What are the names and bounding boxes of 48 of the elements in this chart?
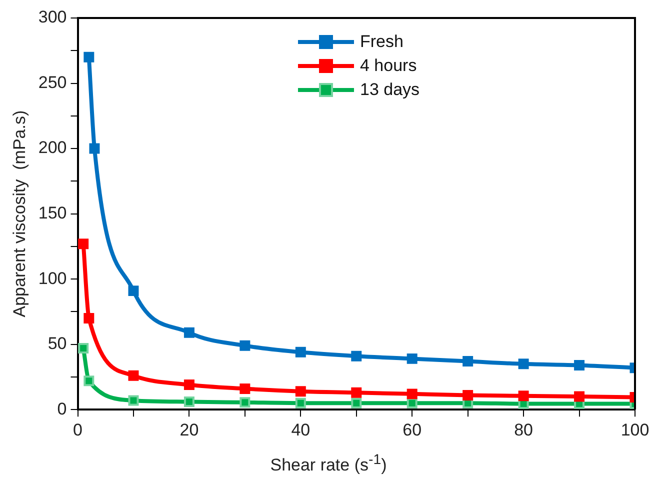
x-tick-label: 0 xyxy=(73,420,82,440)
point xyxy=(351,398,362,408)
point xyxy=(84,312,94,324)
point xyxy=(184,380,194,390)
point xyxy=(184,327,194,338)
point xyxy=(84,52,94,62)
y-tick-label: 200 xyxy=(38,138,67,158)
point xyxy=(128,395,139,406)
legend-label: Fresh xyxy=(360,32,404,52)
point xyxy=(240,383,250,394)
point xyxy=(518,390,529,402)
legend-label: 13 days xyxy=(360,80,420,100)
point xyxy=(78,343,89,354)
point xyxy=(406,353,418,364)
point xyxy=(574,360,585,370)
point xyxy=(406,398,418,408)
point xyxy=(574,391,585,402)
point xyxy=(128,370,139,381)
y-tick-label: 150 xyxy=(38,203,67,222)
y-tick-label: 100 xyxy=(38,268,67,288)
point xyxy=(295,398,306,408)
point xyxy=(240,397,250,408)
y-tick-label: 0 xyxy=(57,399,67,418)
point xyxy=(84,376,94,386)
point xyxy=(89,143,100,154)
legend-label: 4 hours xyxy=(360,56,417,76)
x-axis-title: Shear rate (s$^{-1}$) xyxy=(269,452,388,476)
point xyxy=(406,388,418,400)
point xyxy=(128,286,139,296)
point xyxy=(295,346,306,358)
point xyxy=(462,356,474,367)
point xyxy=(462,390,474,400)
point xyxy=(518,358,529,370)
point xyxy=(295,386,306,397)
y-tick-label: 250 xyxy=(38,72,67,92)
point xyxy=(78,238,89,250)
x-tick-label: 100 xyxy=(620,420,650,440)
y-tick-label: 300 xyxy=(38,8,67,27)
point xyxy=(351,350,362,362)
x-tick-label: 40 xyxy=(291,420,310,440)
y-tick-label: 50 xyxy=(48,334,67,354)
point xyxy=(240,340,250,351)
point xyxy=(184,396,194,408)
x-tick-label: 20 xyxy=(180,420,199,440)
y-axis-title: Apparent viscosity (mPa.s) xyxy=(10,110,29,318)
x-tick-label: 80 xyxy=(514,420,534,440)
point xyxy=(351,387,362,398)
x-tick-label: 60 xyxy=(402,420,422,440)
